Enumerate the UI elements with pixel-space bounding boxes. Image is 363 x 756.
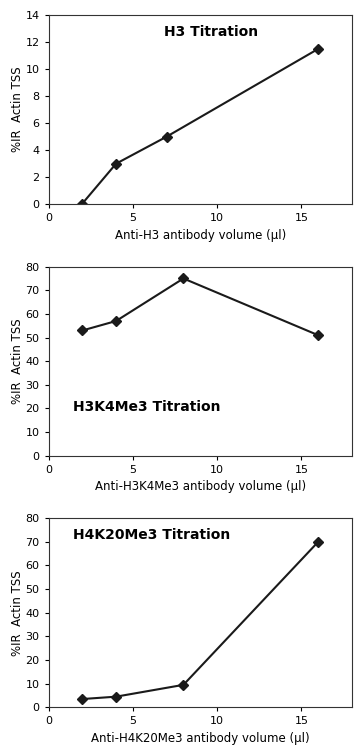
Text: H3 Titration: H3 Titration — [164, 24, 258, 39]
X-axis label: Anti-H3 antibody volume (µl): Anti-H3 antibody volume (µl) — [115, 229, 286, 242]
Text: H3K4Me3 Titration: H3K4Me3 Titration — [73, 400, 220, 414]
Y-axis label: %IR  Actin TSS: %IR Actin TSS — [11, 570, 24, 655]
X-axis label: Anti-H3K4Me3 antibody volume (µl): Anti-H3K4Me3 antibody volume (µl) — [95, 480, 306, 494]
X-axis label: Anti-H4K20Me3 antibody volume (µl): Anti-H4K20Me3 antibody volume (µl) — [91, 732, 310, 745]
Y-axis label: %IR  Actin TSS: %IR Actin TSS — [11, 67, 24, 153]
Text: H4K20Me3 Titration: H4K20Me3 Titration — [73, 528, 230, 541]
Y-axis label: %IR  Actin TSS: %IR Actin TSS — [11, 318, 24, 404]
